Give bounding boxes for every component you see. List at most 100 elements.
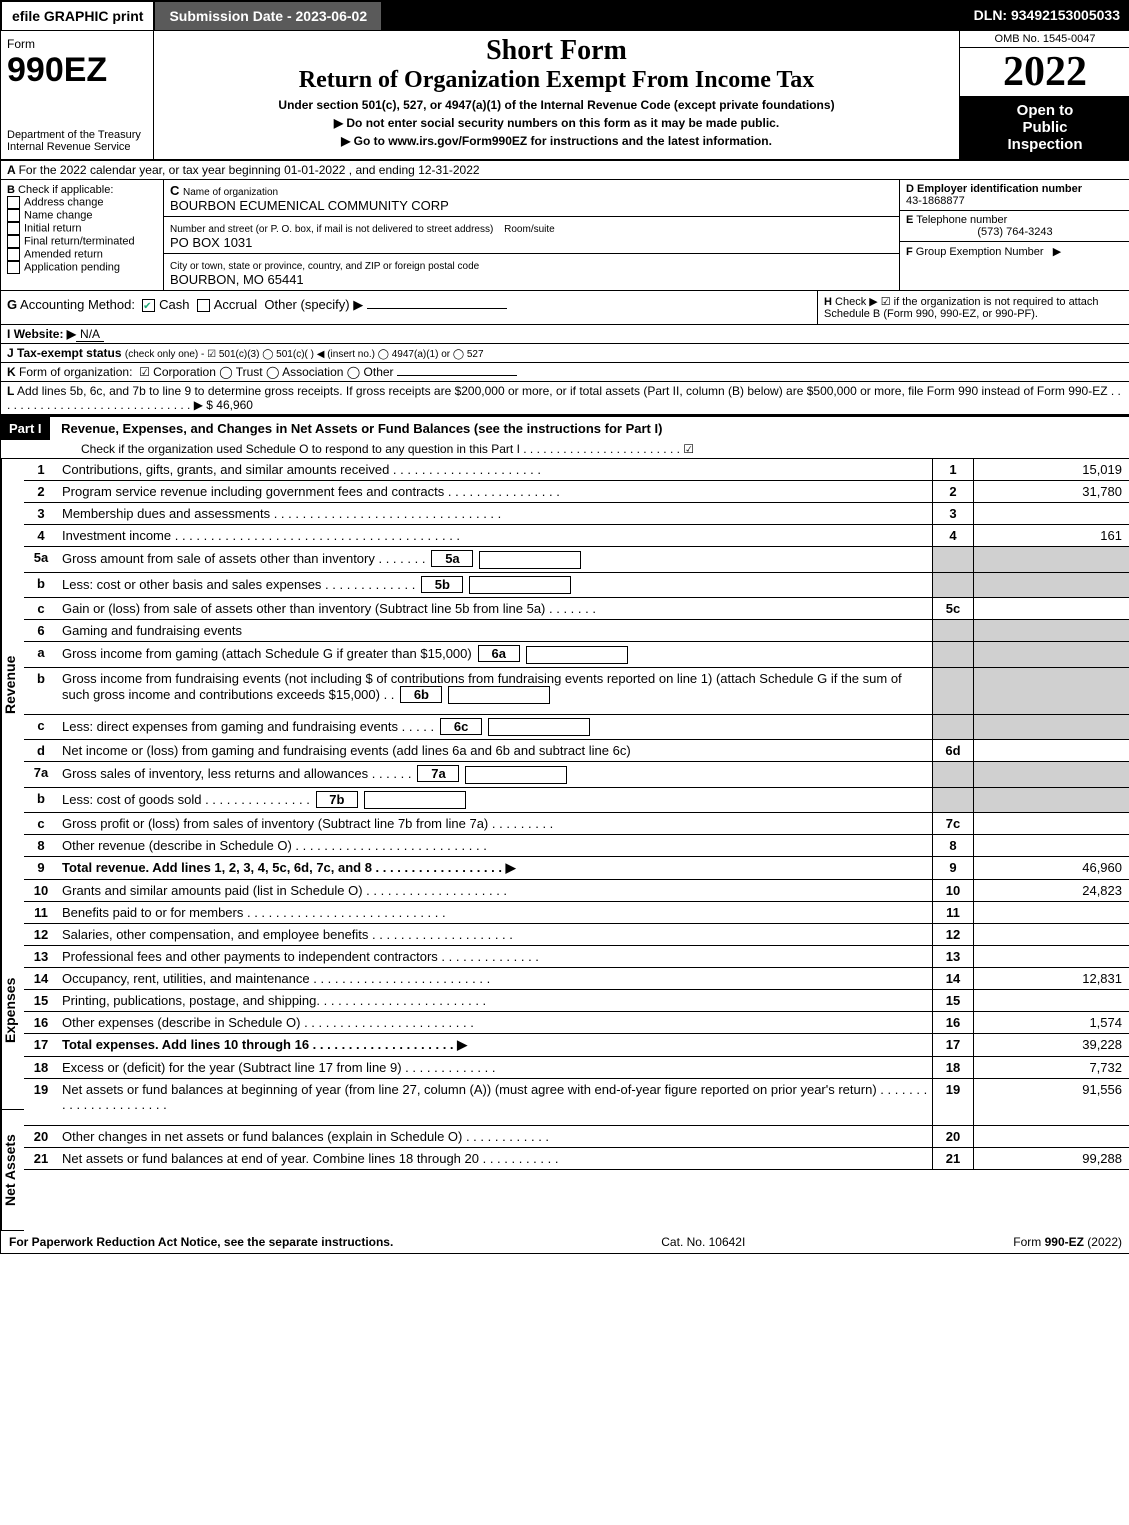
line-number: 15 <box>24 990 58 1011</box>
line-number: 12 <box>24 924 58 945</box>
line-description: Gain or (loss) from sale of assets other… <box>58 598 932 619</box>
line-row: 20Other changes in net assets or fund ba… <box>24 1126 1129 1148</box>
line-ref-number: 6d <box>932 740 974 761</box>
line-number: 21 <box>24 1148 58 1169</box>
cash-checkbox[interactable] <box>142 299 155 312</box>
part-1-badge: Part I <box>1 417 50 440</box>
i-label: Website: ▶ <box>14 327 76 341</box>
line-number: 5a <box>24 547 58 572</box>
line-description: Less: cost of goods sold . . . . . . . .… <box>58 788 932 813</box>
sub-line-box: 7b <box>316 791 358 808</box>
b-check-item[interactable]: Final return/terminated <box>7 235 157 248</box>
line-ref-number: 2 <box>932 481 974 502</box>
side-net-assets: Net Assets <box>1 1110 24 1231</box>
line-row: 8Other revenue (describe in Schedule O) … <box>24 835 1129 857</box>
line-row: 3Membership dues and assessments . . . .… <box>24 503 1129 525</box>
line-i: I Website: ▶N/A <box>1 325 1129 344</box>
line-description: Printing, publications, postage, and shi… <box>58 990 932 1011</box>
line-description: Gross sales of inventory, less returns a… <box>58 762 932 787</box>
line-ref-number: 8 <box>932 835 974 856</box>
side-labels: Revenue Expenses Net Assets <box>1 459 24 1231</box>
section-b: B Check if applicable: Address changeNam… <box>1 180 164 290</box>
sub-line-value[interactable] <box>364 791 466 809</box>
line-number: 19 <box>24 1079 58 1125</box>
line-number: 18 <box>24 1057 58 1078</box>
line-row: 9Total revenue. Add lines 1, 2, 3, 4, 5c… <box>24 857 1129 880</box>
line-number: 11 <box>24 902 58 923</box>
dln-label: DLN: <box>974 7 1011 23</box>
line-ref-number: 19 <box>932 1079 974 1125</box>
line-description: Gaming and fundraising events <box>58 620 932 641</box>
submission-date-label: Submission Date - <box>169 8 295 24</box>
line-amount <box>974 668 1129 714</box>
line-amount <box>974 788 1129 813</box>
sub-line-value[interactable] <box>479 551 581 569</box>
line-number: 17 <box>24 1034 58 1056</box>
line-amount <box>974 990 1129 1011</box>
title-return: Return of Organization Exempt From Incom… <box>164 67 949 94</box>
block-b-c-d-e-f: B Check if applicable: Address changeNam… <box>1 180 1129 291</box>
header-left: Form 990EZ Department of the Treasury In… <box>1 31 154 159</box>
line-row: 4Investment income . . . . . . . . . . .… <box>24 525 1129 547</box>
b-check-item[interactable]: Name change <box>7 209 157 222</box>
line-ref-number: 1 <box>932 459 974 480</box>
line-row: 7aGross sales of inventory, less returns… <box>24 762 1129 788</box>
form-header: Form 990EZ Department of the Treasury In… <box>1 31 1129 161</box>
line-row: 21Net assets or fund balances at end of … <box>24 1148 1129 1170</box>
line-number: b <box>24 788 58 813</box>
line-number: d <box>24 740 58 761</box>
sub-line-box: 5b <box>421 576 463 593</box>
b-check-item[interactable]: Initial return <box>7 222 157 235</box>
line-description: Grants and similar amounts paid (list in… <box>58 880 932 901</box>
sub-line-value[interactable] <box>469 576 571 594</box>
page-footer: For Paperwork Reduction Act Notice, see … <box>1 1231 1129 1253</box>
spacer <box>382 1 964 31</box>
department: Department of the Treasury Internal Reve… <box>7 129 147 153</box>
dln: DLN: 93492153005033 <box>964 1 1129 31</box>
line-j: J Tax-exempt status (check only one) - ☑… <box>1 344 1129 363</box>
sub-line-box: 7a <box>417 765 459 782</box>
line-row: 13Professional fees and other payments t… <box>24 946 1129 968</box>
line-ref-number: 11 <box>932 902 974 923</box>
line-amount: 15,019 <box>974 459 1129 480</box>
b-check-item[interactable]: Address change <box>7 196 157 209</box>
line-description: Professional fees and other payments to … <box>58 946 932 967</box>
line-description: Membership dues and assessments . . . . … <box>58 503 932 524</box>
line-amount: 12,831 <box>974 968 1129 989</box>
b-label: Check if applicable: <box>18 184 113 196</box>
j-text: (check only one) - ☑ 501(c)(3) ◯ 501(c)(… <box>125 349 484 360</box>
b-check-item[interactable]: Amended return <box>7 248 157 261</box>
b-check-item[interactable]: Application pending <box>7 261 157 274</box>
line-number: 7a <box>24 762 58 787</box>
line-number: c <box>24 598 58 619</box>
sub-line-value[interactable] <box>526 646 628 664</box>
line-amount <box>974 762 1129 787</box>
sub-line-box: 6c <box>440 718 482 735</box>
line-amount: 99,288 <box>974 1148 1129 1169</box>
line-k: K Form of organization: ☑ Corporation ◯ … <box>1 363 1129 382</box>
efile-print-button[interactable]: efile GRAPHIC print <box>1 1 154 31</box>
line-amount: 91,556 <box>974 1079 1129 1125</box>
sub-line-value[interactable] <box>488 718 590 736</box>
section-h: H Check ▶ ☑ if the organization is not r… <box>817 291 1129 324</box>
line-number: 2 <box>24 481 58 502</box>
line-l: L Add lines 5b, 6c, and 7b to line 9 to … <box>1 382 1129 415</box>
line-row: dNet income or (loss) from gaming and fu… <box>24 740 1129 762</box>
submission-date: Submission Date - 2023-06-02 <box>154 1 382 31</box>
line-ref-number <box>932 668 974 714</box>
sub-line-box: 5a <box>431 550 473 567</box>
open-line-2: Public <box>962 119 1128 136</box>
d-label: Employer identification number <box>917 183 1082 195</box>
line-row: 2Program service revenue including gover… <box>24 481 1129 503</box>
line-number: a <box>24 642 58 667</box>
sub-line-value[interactable] <box>448 686 550 704</box>
line-number: 16 <box>24 1012 58 1033</box>
form-number: 990EZ <box>7 51 147 90</box>
line-description: Total revenue. Add lines 1, 2, 3, 4, 5c,… <box>58 857 932 879</box>
org-city: BOURBON, MO 65441 <box>170 272 304 287</box>
accrual-checkbox[interactable] <box>197 299 210 312</box>
line-ref-number: 17 <box>932 1034 974 1056</box>
line-amount <box>974 1126 1129 1147</box>
sub-line-value[interactable] <box>465 766 567 784</box>
line-description: Less: cost or other basis and sales expe… <box>58 573 932 598</box>
